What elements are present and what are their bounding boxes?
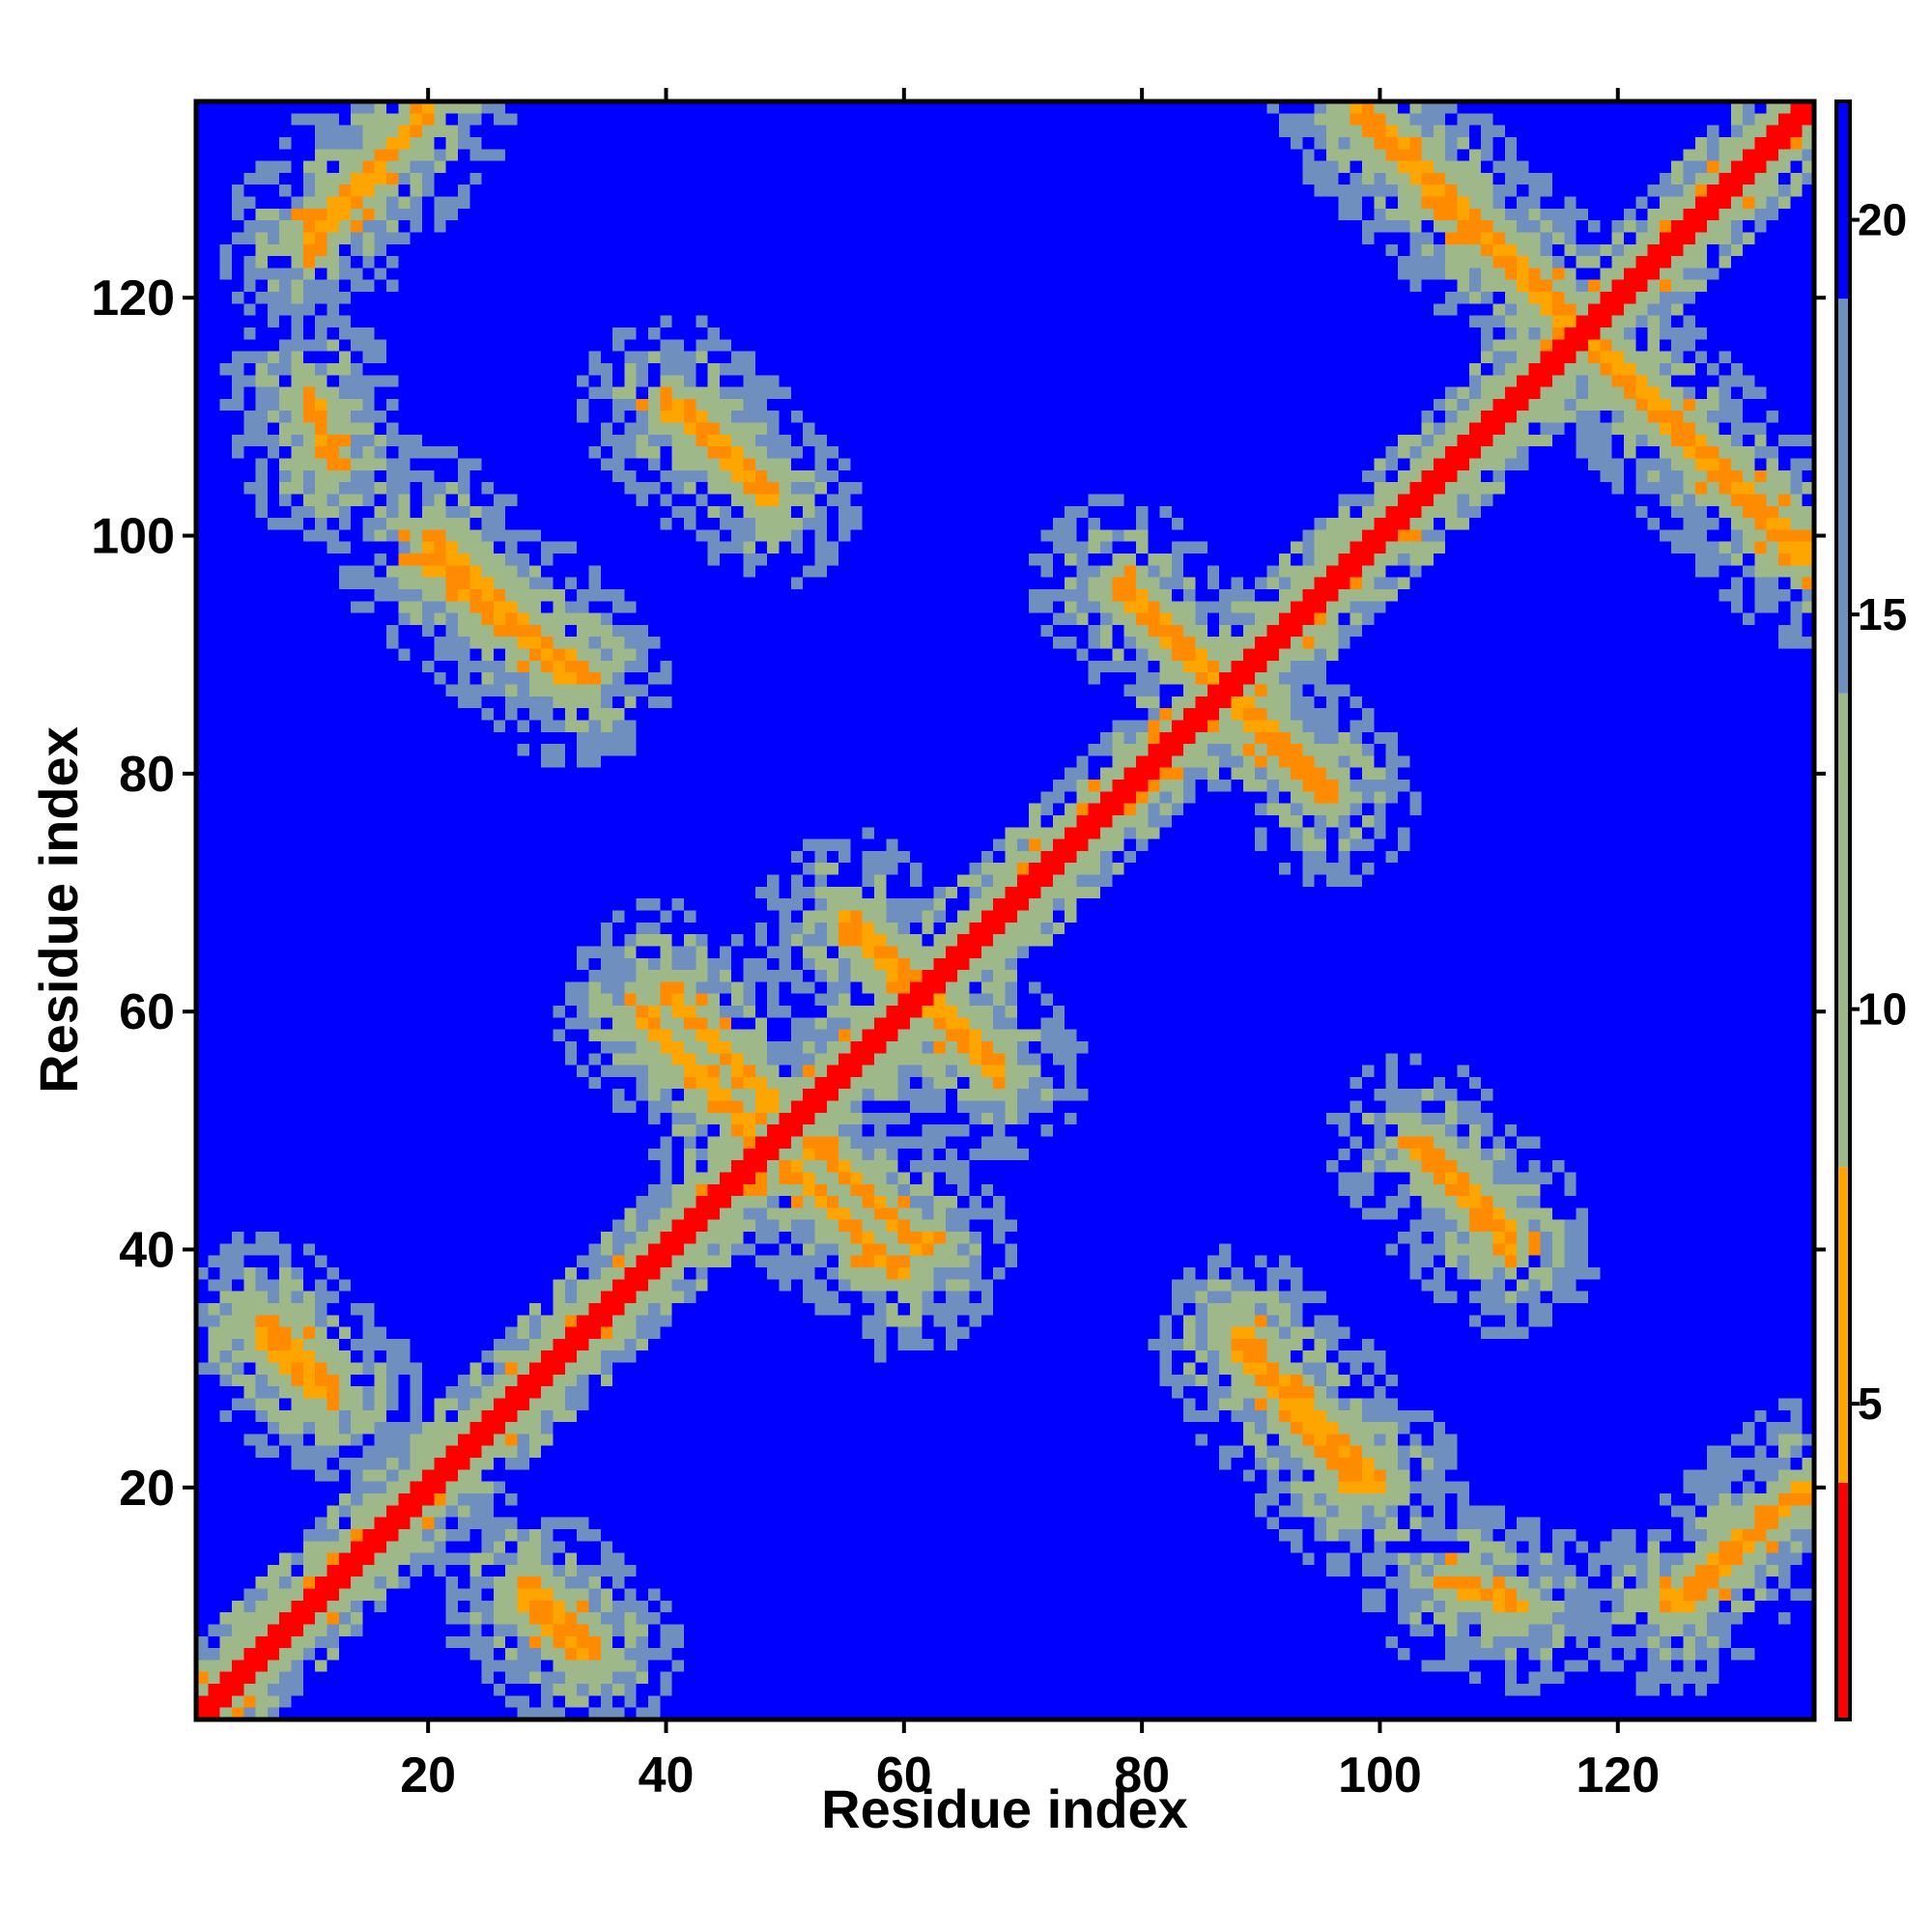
y-axis-title: Residue index <box>28 726 89 1094</box>
y-tick-label: 100 <box>91 509 175 565</box>
y-tick-label: 120 <box>91 270 175 327</box>
colorbar-band <box>1836 693 1850 1168</box>
colorbar-band <box>1836 298 1850 694</box>
x-tick-label: 120 <box>1576 1747 1660 1804</box>
plot-frame <box>193 99 1817 1722</box>
y-axis: 20 40 60 80 100 120 <box>91 270 1826 1517</box>
y-tick-label: 80 <box>119 747 175 803</box>
x-axis: 20 40 60 80 100 120 <box>400 88 1660 1804</box>
colorbar-band <box>1836 1167 1850 1483</box>
colorbar-tick-label: 15 <box>1858 589 1907 639</box>
y-tick-label: 40 <box>119 1223 175 1279</box>
colorbar-tick-label: 5 <box>1858 1378 1883 1429</box>
y-tick-label: 60 <box>119 984 175 1040</box>
x-tick-label: 100 <box>1338 1747 1422 1804</box>
colorbar-band <box>1836 101 1850 299</box>
colorbar-band <box>1836 1482 1850 1719</box>
colorbar-tick-label: 20 <box>1858 195 1907 245</box>
y-tick-label: 20 <box>119 1461 175 1517</box>
heatmap-image <box>196 101 1814 1719</box>
x-tick-label: 60 <box>876 1747 932 1804</box>
x-axis-title: Residue index <box>821 1778 1188 1839</box>
colorbar-frame <box>1834 99 1852 1721</box>
x-tick-label: 40 <box>639 1747 695 1804</box>
colorbar-legend: 5 10 15 20 <box>1834 99 1907 1721</box>
colorbar-tick-label: 10 <box>1858 984 1907 1035</box>
heatmap-cells <box>196 101 1814 1719</box>
x-tick-label: 80 <box>1114 1747 1170 1804</box>
x-tick-label: 20 <box>400 1747 456 1804</box>
